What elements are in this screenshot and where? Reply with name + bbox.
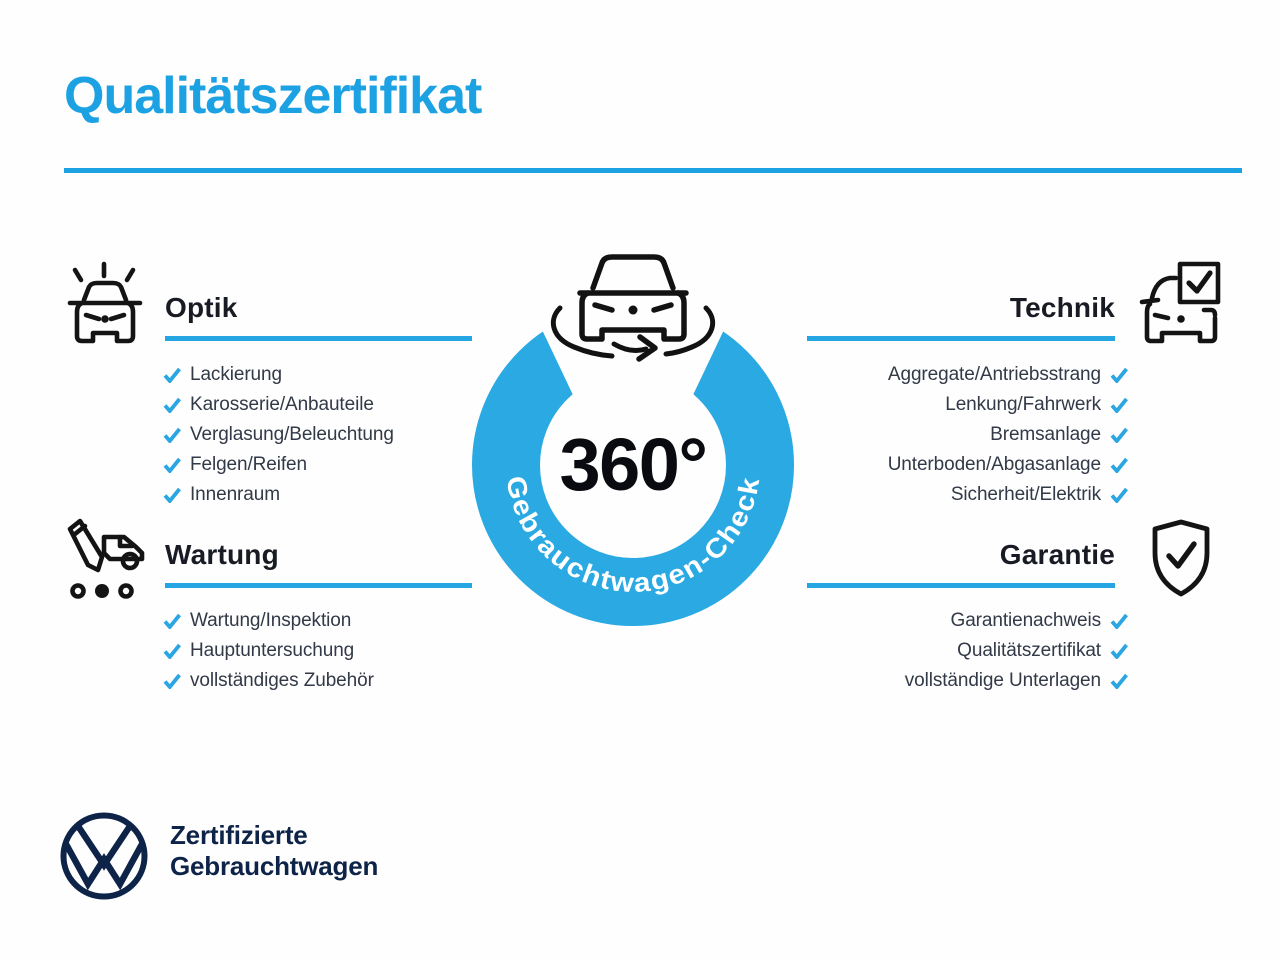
list-item: Verglasung/Beleuchtung	[163, 420, 394, 450]
check-icon	[163, 397, 181, 413]
check-icon	[1110, 487, 1128, 503]
checklist-label: Unterboden/Abgasanlage	[887, 454, 1101, 475]
section-title-wartung: Wartung	[165, 539, 279, 570]
badge-360-value: 360°	[559, 423, 706, 506]
360-check-badge: Gebrauchtwagen-Check 360°	[472, 254, 794, 626]
check-icon	[163, 487, 181, 503]
check-icon	[1110, 673, 1128, 689]
checklist-label: Lackierung	[190, 364, 282, 385]
shining-car-icon	[67, 261, 143, 344]
check-icon	[1110, 643, 1128, 659]
checklist-label: vollständige Unterlagen	[904, 670, 1101, 691]
list-item: Qualitätszertifikat	[797, 636, 1128, 666]
check-icon	[163, 457, 181, 473]
checklist-label: Aggregate/Antriebsstrang	[887, 364, 1101, 385]
list-item: Bremsanlage	[797, 420, 1128, 450]
check-icon	[1110, 367, 1128, 383]
section-underline-optik	[165, 336, 472, 341]
checklist-label: Sicherheit/Elektrik	[950, 484, 1101, 505]
list-item: Wartung/Inspektion	[163, 606, 374, 636]
shield-check-icon	[1152, 519, 1210, 597]
checklist-label: Lenkung/Fahrwerk	[945, 394, 1101, 415]
car-checkbox-icon	[1139, 261, 1221, 344]
list-item: Karosserie/Anbauteile	[163, 390, 394, 420]
check-icon	[163, 427, 181, 443]
pencil-car-dots-icon	[67, 518, 145, 599]
check-icon	[1110, 613, 1128, 629]
checklist-label: Bremsanlage	[990, 424, 1101, 445]
checklist-label: Verglasung/Beleuchtung	[190, 424, 394, 445]
list-item: Aggregate/Antriebsstrang	[797, 360, 1128, 390]
list-item: Lackierung	[163, 360, 394, 390]
list-item: Garantienachweis	[797, 606, 1128, 636]
check-icon	[163, 643, 181, 659]
checklist-label: Karosserie/Anbauteile	[190, 394, 374, 415]
list-item: Sicherheit/Elektrik	[797, 480, 1128, 510]
brand-line-2: Gebrauchtwagen	[170, 851, 379, 881]
section-underline-garantie	[807, 583, 1115, 588]
section-title-optik: Optik	[165, 292, 238, 323]
brand-text: Zertifizierte Gebrauchtwagen	[170, 820, 378, 882]
badge-ring-gap	[516, 275, 750, 395]
check-icon	[163, 367, 181, 383]
check-icon	[1110, 457, 1128, 473]
page-title: Qualitätszertifikat	[64, 67, 482, 125]
section-underline-technik	[807, 336, 1115, 341]
list-item: vollständige Unterlagen	[797, 666, 1128, 696]
section-title-garantie: Garantie	[999, 539, 1115, 570]
brand-line-1: Zertifizierte	[170, 820, 308, 850]
checklist-label: vollständiges Zubehör	[190, 670, 374, 691]
check-icon	[163, 673, 181, 689]
title-divider	[64, 168, 1242, 173]
list-item: Innenraum	[163, 480, 394, 510]
list-item: Felgen/Reifen	[163, 450, 394, 480]
vw-logo	[60, 812, 148, 900]
list-item: vollständiges Zubehör	[163, 666, 374, 696]
check-icon	[1110, 427, 1128, 443]
technik-checklist: Aggregate/Antriebsstrang Lenkung/Fahrwer…	[797, 360, 1128, 510]
checklist-label: Qualitätszertifikat	[957, 640, 1101, 661]
checklist-label: Felgen/Reifen	[190, 454, 307, 475]
optik-checklist: Lackierung Karosserie/Anbauteile Verglas…	[163, 360, 394, 510]
wartung-checklist: Wartung/Inspektion Hauptuntersuchung vol…	[163, 606, 374, 696]
section-underline-wartung	[165, 583, 472, 588]
list-item: Lenkung/Fahrwerk	[797, 390, 1128, 420]
section-title-technik: Technik	[1009, 292, 1115, 323]
checklist-label: Wartung/Inspektion	[190, 610, 352, 631]
checklist-label: Innenraum	[190, 484, 280, 505]
rotating-car-icon	[550, 254, 716, 362]
garantie-checklist: Garantienachweis Qualitätszertifikat vol…	[797, 606, 1128, 696]
checklist-label: Garantienachweis	[950, 610, 1102, 631]
check-icon	[1110, 397, 1128, 413]
list-item: Unterboden/Abgasanlage	[797, 450, 1128, 480]
check-icon	[163, 613, 181, 629]
list-item: Hauptuntersuchung	[163, 636, 374, 666]
checklist-label: Hauptuntersuchung	[190, 640, 355, 661]
